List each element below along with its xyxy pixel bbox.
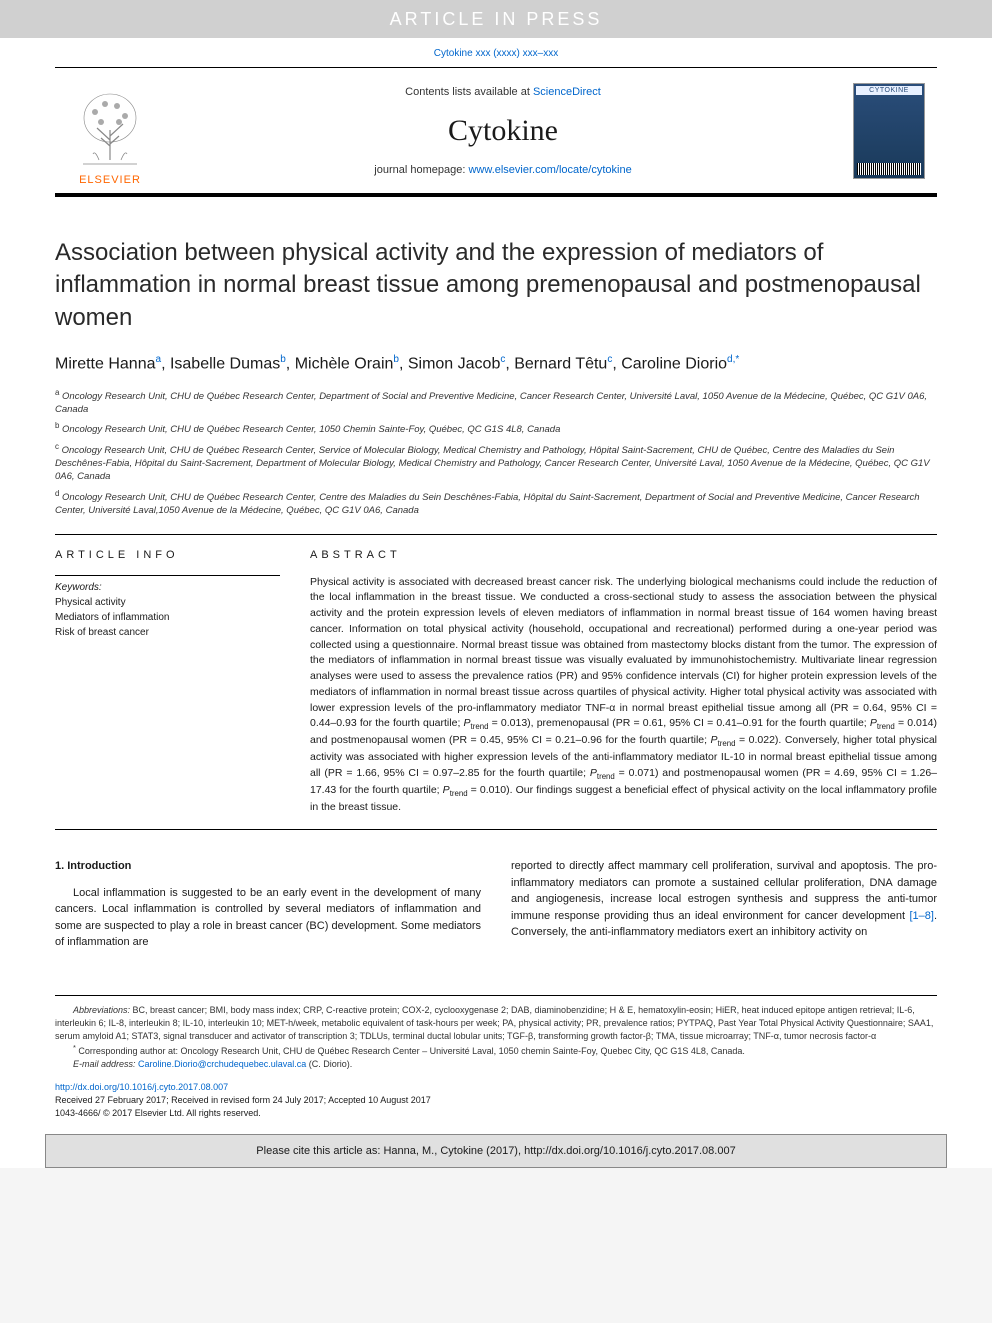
doi-block: http://dx.doi.org/10.1016/j.cyto.2017.08… [55,1081,937,1120]
article-info-heading: ARTICLE INFO [55,549,280,561]
elsevier-wordmark: ELSEVIER [79,174,141,186]
author-affil-marker: b [393,354,399,365]
affiliation-line: c Oncology Research Unit, CHU de Québec … [55,441,937,484]
abstract-column: ABSTRACT Physical activity is associated… [310,549,937,816]
sciencedirect-link[interactable]: ScienceDirect [533,86,601,98]
keyword-item: Risk of breast cancer [55,625,280,640]
banner-text: ARTICLE IN PRESS [390,9,603,30]
author-affil-marker: c [607,354,612,365]
abstract-heading: ABSTRACT [310,549,937,561]
corresponding-author-line: * Corresponding author at: Oncology Rese… [55,1043,937,1058]
cover-barcode [857,163,921,175]
email-line: E-mail address: Caroline.Diorio@crchudeq… [55,1058,937,1071]
abbreviations-line: Abbreviations: BC, breast cancer; BMI, b… [55,1004,937,1043]
copyright-line: 1043-4666/ © 2017 Elsevier Ltd. All righ… [55,1108,261,1118]
author-affil-marker: a [156,354,162,365]
introduction-para-col1: Local inflammation is suggested to be an… [55,885,481,951]
doi-link[interactable]: http://dx.doi.org/10.1016/j.cyto.2017.08… [55,1082,228,1092]
affiliation-line: a Oncology Research Unit, CHU de Québec … [55,387,937,417]
elsevier-tree-icon [75,90,145,170]
received-dates: Received 27 February 2017; Received in r… [55,1095,431,1105]
cover-label: CYTOKINE [856,86,922,95]
introduction-heading: 1. Introduction [55,858,481,875]
keyword-item: Physical activity [55,595,280,610]
keywords-label: Keywords: [55,575,280,593]
keyword-item: Mediators of inflammation [55,610,280,625]
contents-available-line: Contents lists available at ScienceDirec… [165,86,841,98]
journal-homepage-line: journal homepage: www.elsevier.com/locat… [165,164,841,176]
abstract-text: Physical activity is associated with dec… [310,575,937,816]
author-affil-marker: c [500,354,505,365]
corresponding-email-link[interactable]: Caroline.Diorio@crchudequebec.ulaval.ca [138,1059,306,1069]
article-info-column: ARTICLE INFO Keywords: Physical activity… [55,549,280,816]
journal-homepage-link[interactable]: www.elsevier.com/locate/cytokine [468,164,631,176]
author-name: Michèle Orain [295,356,394,373]
journal-name: Cytokine [165,114,841,148]
author-name: Mirette Hanna [55,356,156,373]
introduction-section: 1. Introduction Local inflammation is su… [55,858,937,951]
footnotes-block: Abbreviations: BC, breast cancer; BMI, b… [55,995,937,1071]
article-title: Association between physical activity an… [55,237,937,334]
affiliation-line: d Oncology Research Unit, CHU de Québec … [55,488,937,518]
author-affil-marker: d,* [727,354,739,365]
top-citation: Cytokine xxx (xxxx) xxx–xxx [0,38,992,67]
introduction-para-col2: reported to directly affect mammary cell… [511,858,937,941]
author-name: Bernard Têtu [514,356,607,373]
elsevier-logo: ELSEVIER [65,76,155,186]
affiliation-line: b Oncology Research Unit, CHU de Québec … [55,420,937,436]
journal-masthead: ELSEVIER Contents lists available at Sci… [55,67,937,197]
article-in-press-banner: ARTICLE IN PRESS [0,0,992,38]
cite-this-article-box: Please cite this article as: Hanna, M., … [45,1134,947,1168]
author-name: Caroline Diorio [621,356,727,373]
author-name: Isabelle Dumas [170,356,280,373]
journal-cover-thumbnail: CYTOKINE [853,83,925,179]
author-affil-marker: b [280,354,286,365]
authors-list: Mirette Hannaa, Isabelle Dumasb, Michèle… [55,352,937,376]
author-name: Simon Jacob [408,356,501,373]
